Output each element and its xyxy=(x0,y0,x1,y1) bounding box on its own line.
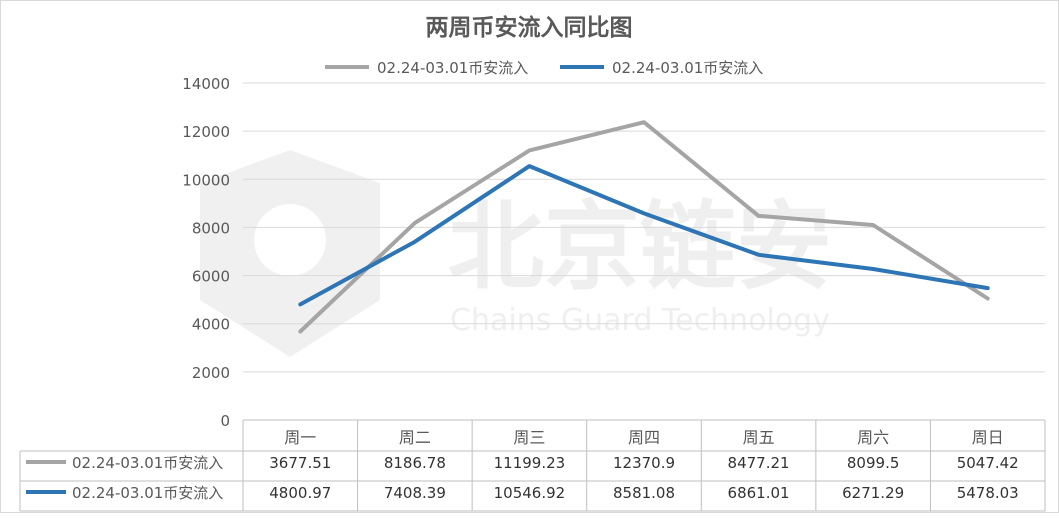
legend-label: 02.24-03.01币安流入 xyxy=(377,59,528,77)
x-category-label: 周三 xyxy=(513,428,545,447)
table-cell-value: 8099.5 xyxy=(847,454,900,472)
table-cell-value: 7408.39 xyxy=(384,484,446,502)
watermark-logo-text: 北京链安 xyxy=(448,191,832,303)
x-category-label: 周日 xyxy=(972,428,1004,447)
y-tick-label: 6000 xyxy=(192,268,230,286)
x-category-label: 周四 xyxy=(628,428,660,447)
x-category-label: 周二 xyxy=(399,428,431,447)
x-category-label: 周六 xyxy=(857,428,889,447)
table-cell-value: 11199.23 xyxy=(494,454,566,472)
table-series-name: 02.24-03.01币安流入 xyxy=(72,484,223,502)
table-cell-value: 8186.78 xyxy=(384,454,446,472)
y-tick-label: 0 xyxy=(220,412,230,430)
y-tick-label: 8000 xyxy=(192,219,230,237)
y-tick-label: 14000 xyxy=(182,75,230,93)
y-tick-label: 12000 xyxy=(182,123,230,141)
table-cell-value: 6861.01 xyxy=(728,484,790,502)
table-cell-value: 6271.29 xyxy=(842,484,904,502)
table-cell-value: 8477.21 xyxy=(728,454,790,472)
table-series-name: 02.24-03.01币安流入 xyxy=(72,454,223,472)
table-cell-value: 10546.92 xyxy=(494,484,566,502)
x-category-label: 周五 xyxy=(743,428,775,447)
y-tick-label: 2000 xyxy=(192,364,230,382)
watermark-shield-core xyxy=(254,204,326,276)
y-tick-label: 4000 xyxy=(192,316,230,334)
table-cell-value: 5478.03 xyxy=(957,484,1019,502)
table-cell-value: 8581.08 xyxy=(613,484,675,502)
x-category-label: 周一 xyxy=(284,428,316,447)
table-cell-value: 5047.42 xyxy=(957,454,1019,472)
table-cell-value: 4800.97 xyxy=(269,484,331,502)
y-tick-label: 10000 xyxy=(182,171,230,189)
table-cell-value: 3677.51 xyxy=(269,454,331,472)
legend-label: 02.24-03.01币安流入 xyxy=(612,59,763,77)
watermark-subtitle: Chains Guard Technology xyxy=(450,303,830,338)
chart-title: 两周币安流入同比图 xyxy=(426,14,633,41)
table-cell-value: 12370.9 xyxy=(613,454,675,472)
